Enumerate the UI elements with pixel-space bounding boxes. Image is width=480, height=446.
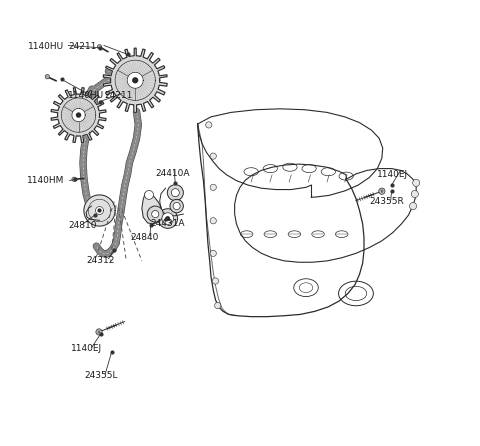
Text: 1140EJ: 1140EJ bbox=[377, 170, 408, 179]
Circle shape bbox=[96, 329, 102, 335]
Circle shape bbox=[413, 179, 420, 186]
Polygon shape bbox=[133, 78, 138, 83]
Text: 1140EJ: 1140EJ bbox=[71, 344, 102, 353]
Polygon shape bbox=[84, 195, 115, 226]
Polygon shape bbox=[72, 108, 85, 122]
Circle shape bbox=[205, 122, 212, 128]
Polygon shape bbox=[96, 206, 104, 215]
Polygon shape bbox=[98, 209, 101, 212]
Text: 24840: 24840 bbox=[131, 233, 159, 242]
Circle shape bbox=[215, 302, 221, 309]
Circle shape bbox=[170, 199, 183, 213]
Text: 24312: 24312 bbox=[86, 256, 115, 265]
Circle shape bbox=[152, 211, 159, 218]
Circle shape bbox=[173, 202, 180, 210]
Circle shape bbox=[409, 202, 417, 210]
Circle shape bbox=[147, 206, 163, 222]
Polygon shape bbox=[103, 48, 167, 112]
Circle shape bbox=[210, 250, 216, 256]
Text: 24211: 24211 bbox=[68, 42, 96, 51]
Circle shape bbox=[168, 185, 183, 201]
Circle shape bbox=[379, 188, 385, 194]
Text: 1140HM: 1140HM bbox=[27, 176, 64, 185]
Polygon shape bbox=[76, 113, 81, 117]
Circle shape bbox=[171, 189, 180, 197]
Polygon shape bbox=[142, 193, 162, 224]
Text: 24355L: 24355L bbox=[84, 371, 118, 380]
Circle shape bbox=[144, 190, 154, 199]
Polygon shape bbox=[127, 72, 143, 88]
Text: 24431A: 24431A bbox=[151, 219, 185, 228]
Text: 24355R: 24355R bbox=[369, 197, 404, 206]
Circle shape bbox=[45, 74, 49, 79]
Text: 24211: 24211 bbox=[104, 91, 132, 100]
Polygon shape bbox=[51, 87, 106, 143]
Text: 24810: 24810 bbox=[68, 221, 97, 230]
Circle shape bbox=[72, 177, 76, 182]
Circle shape bbox=[166, 216, 170, 221]
Circle shape bbox=[210, 218, 216, 224]
Circle shape bbox=[158, 209, 178, 228]
Circle shape bbox=[162, 213, 174, 224]
Circle shape bbox=[210, 184, 216, 190]
Circle shape bbox=[210, 153, 216, 159]
Circle shape bbox=[411, 190, 419, 198]
Text: 24410A: 24410A bbox=[155, 169, 190, 178]
Text: 1140HU: 1140HU bbox=[28, 42, 64, 51]
Circle shape bbox=[212, 278, 218, 284]
Circle shape bbox=[97, 45, 102, 49]
Text: 1140HU: 1140HU bbox=[68, 91, 105, 100]
